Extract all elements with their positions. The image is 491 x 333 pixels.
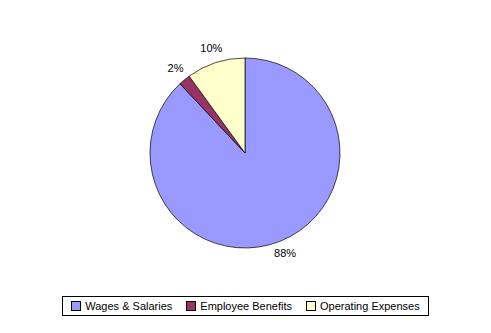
svg-text:10%: 10%: [200, 42, 222, 54]
html-text:Operating Expenses: Operating Expenses: [320, 300, 420, 312]
svg-text:88%: 88%: [274, 247, 296, 259]
html-text:Wages & Salaries: Wages & Salaries: [85, 300, 173, 312]
html-text:Employee Benefits: Employee Benefits: [200, 300, 292, 312]
svg-text:2%: 2%: [168, 62, 184, 74]
